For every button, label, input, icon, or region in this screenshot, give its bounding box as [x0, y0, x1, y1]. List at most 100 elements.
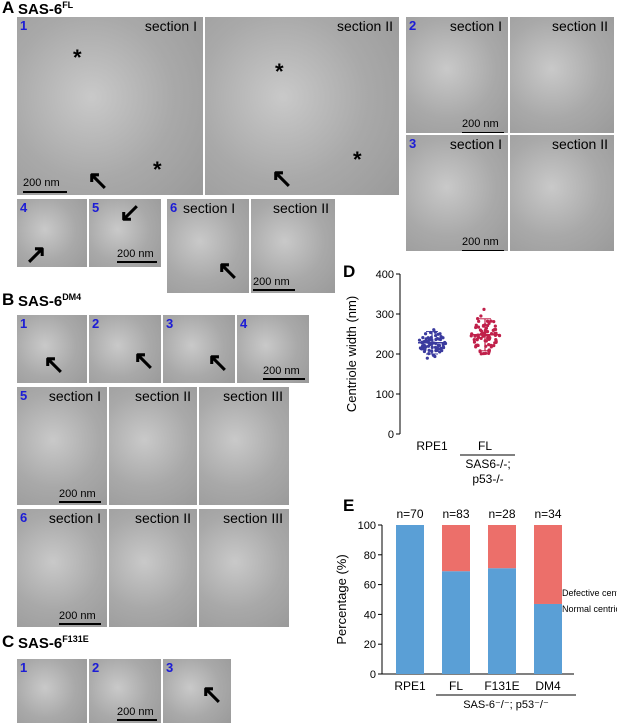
- em-image-b6-section-3: section III: [198, 508, 290, 628]
- panel-c-title: SAS-6F131E: [18, 634, 89, 652]
- scale-bar: [253, 289, 295, 291]
- asterisk-marker: *: [353, 147, 362, 172]
- data-point: [421, 335, 425, 340]
- data-point: [474, 325, 478, 330]
- x-tick-label: DM4: [535, 679, 561, 693]
- y-tick-label: 80: [364, 550, 376, 562]
- arrow-icon: ↗: [25, 239, 47, 268]
- n-label: n=70: [396, 507, 423, 521]
- em-image-b5-section-2: section II: [108, 386, 198, 506]
- section-label: section I: [183, 200, 236, 216]
- scale-bar: [117, 719, 157, 721]
- em-image-b3: 3 ↖: [162, 314, 236, 384]
- x-tick-label: F131E: [484, 679, 519, 693]
- data-point: [476, 325, 481, 329]
- image-number: 3: [409, 136, 417, 151]
- image-number: 4: [240, 316, 248, 331]
- group-label: SAS6-/-;: [465, 457, 510, 471]
- scale-label: 200 nm: [462, 118, 499, 130]
- data-point: [475, 337, 479, 341]
- em-image-b5-section-1: 5 section I 200 nm: [16, 386, 108, 506]
- em-image-a2-section-1: 2 section I 200 nm: [405, 16, 509, 134]
- data-point: [426, 336, 430, 340]
- bar-segment: [442, 525, 470, 572]
- section-label: section II: [134, 510, 191, 526]
- legend-swatch: [550, 604, 559, 613]
- em-image-a5: 5 ↙ 200 nm: [88, 198, 162, 268]
- arrow-icon: ↖: [217, 255, 239, 285]
- bar-segment: [396, 525, 424, 674]
- legend-swatch: [550, 588, 559, 597]
- panel-label-c: C: [2, 632, 15, 651]
- data-point: [479, 336, 483, 341]
- image-number: 2: [92, 660, 100, 675]
- arrow-icon: ↙: [119, 198, 141, 227]
- image-number: 3: [166, 316, 174, 331]
- section-label: section II: [336, 18, 393, 34]
- scale-bar: [23, 191, 67, 193]
- panel-label-d: D: [343, 262, 356, 281]
- data-point: [436, 343, 440, 348]
- bar-segment: [488, 568, 516, 674]
- em-image-b5-section-3: section III: [198, 386, 290, 506]
- y-tick-label: 200: [376, 349, 394, 361]
- section-label: section II: [551, 18, 608, 34]
- scale-label: 200 nm: [23, 177, 60, 189]
- section-label: section I: [449, 136, 502, 152]
- y-tick-label: 0: [388, 429, 394, 441]
- y-tick-label: 20: [364, 639, 376, 651]
- data-point: [493, 324, 497, 328]
- bar-segment: [488, 525, 516, 569]
- data-point: [425, 356, 429, 360]
- asterisk-marker: *: [153, 157, 162, 182]
- image-number: 2: [92, 316, 100, 331]
- data-point: [472, 338, 476, 342]
- scale-label: 200 nm: [462, 236, 499, 248]
- em-image-a6-section-2: section II 200 nm: [250, 198, 336, 294]
- scale-bar: [462, 250, 504, 251]
- data-point: [435, 337, 440, 341]
- em-image-a6-section-1: 6 section I ↖: [166, 198, 250, 294]
- y-tick-label: 300: [376, 309, 394, 321]
- asterisk-marker: *: [73, 45, 82, 70]
- image-number: 6: [170, 200, 178, 215]
- em-image-c1: 1: [16, 658, 88, 724]
- em-image-a3-section-1: 3 section I 200 nm: [405, 134, 509, 252]
- section-label: section I: [449, 18, 502, 34]
- scale-label: 200 nm: [253, 276, 290, 288]
- em-image-b6-section-1: 6 section I 200 nm: [16, 508, 108, 628]
- arrow-icon: ↖: [207, 347, 229, 377]
- section-label: section II: [551, 136, 608, 152]
- scale-bar: [59, 623, 101, 625]
- data-point: [428, 343, 432, 347]
- scale-label: 200 nm: [263, 365, 300, 377]
- chart-e-percentage: 0 20 40 60 80 100 Percentage (%) RPE1 n=70 FL n=83…: [326, 496, 617, 727]
- em-image-b1: 1 ↖: [16, 314, 88, 384]
- n-label: n=28: [488, 507, 515, 521]
- data-point: [440, 348, 444, 353]
- data-point: [477, 319, 481, 323]
- arrow-icon: ↖: [43, 349, 65, 379]
- scale-bar: [263, 378, 305, 380]
- y-tick-label: 100: [376, 389, 394, 401]
- n-label: n=83: [442, 507, 469, 521]
- data-point: [486, 323, 490, 328]
- data-point: [489, 343, 493, 347]
- em-image-a4: 4 ↗: [16, 198, 88, 268]
- chart-e-svg: 0 20 40 60 80 100 Percentage (%) RPE1 n=70 FL n=83…: [334, 507, 617, 711]
- data-point: [438, 332, 442, 336]
- scale-bar: [117, 261, 157, 263]
- legend-label: Defective centriole: [562, 588, 617, 598]
- data-point: [493, 327, 498, 332]
- data-point: [472, 340, 477, 344]
- section-label: section III: [223, 388, 283, 404]
- image-number: 5: [20, 388, 28, 403]
- scale-bar: [462, 132, 504, 133]
- data-point: [487, 337, 491, 342]
- em-image-b2: 2 ↖: [88, 314, 162, 384]
- data-point: [487, 351, 491, 356]
- em-image-b6-section-2: section II: [108, 508, 198, 628]
- data-point: [481, 323, 486, 328]
- image-number: 3: [166, 660, 174, 675]
- scale-label: 200 nm: [59, 610, 96, 622]
